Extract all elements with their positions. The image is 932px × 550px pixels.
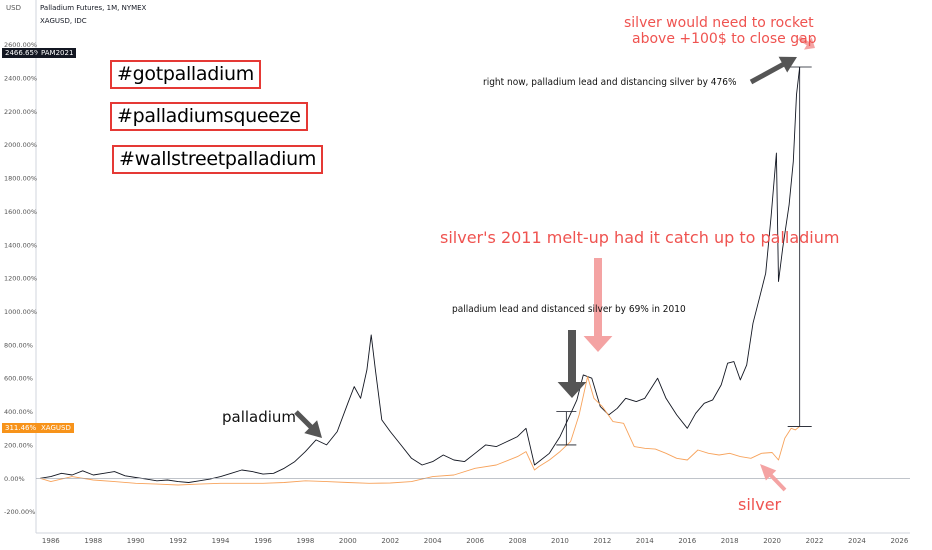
x-tick-label: 2010 <box>551 537 569 545</box>
silver-rocket-note-line1: silver would need to rocket <box>624 15 814 31</box>
overlay-layer <box>36 36 910 492</box>
x-tick-label: 2016 <box>678 537 696 545</box>
x-tick-label: 2006 <box>466 537 484 545</box>
y-axis: -200.00% 0.00% 200.00% 400.00% 600.00% 800.00… <box>4 0 37 533</box>
chart-subtitle: XAGUSD, IDC <box>40 17 87 25</box>
y-tick-label: 200.00% <box>4 441 33 449</box>
x-tick-label: 1994 <box>212 537 230 545</box>
x-tick-label: 2024 <box>848 537 866 545</box>
y-tick-label: 1200.00% <box>4 275 37 283</box>
x-tick-label: 1998 <box>296 537 314 545</box>
hashtag-gotpalladium: #gotpalladium <box>110 60 261 89</box>
y-tick-label: 800.00% <box>4 341 33 349</box>
x-axis: 1986 1988 1990 1992 1994 1996 1998 2000 2002 2004… <box>36 532 910 545</box>
right-now-note: right now, palladium lead and distancing… <box>483 77 737 88</box>
silver-value-badge: 311.46% <box>2 423 40 433</box>
arrow-2010-lead <box>557 330 587 398</box>
silver-series-label: silver <box>738 495 782 514</box>
x-tick-label: 1992 <box>169 537 187 545</box>
series-line-xagusd <box>40 376 800 486</box>
x-tick-label: 1988 <box>84 537 102 545</box>
palladium-series-label: palladium <box>222 408 297 426</box>
x-tick-label: 2004 <box>424 537 442 545</box>
x-tick-label: 1986 <box>42 537 60 545</box>
palladium-value-badge: 2466.65% <box>2 48 44 58</box>
series-line-pam2021 <box>40 66 801 483</box>
arrow-palladium-label <box>294 410 322 438</box>
x-tick-label: 1990 <box>127 537 145 545</box>
x-tick-label: 2012 <box>593 537 611 545</box>
silver-rocket-note-line2: above +100$ to close gap <box>632 31 817 47</box>
y-tick-label: -200.00% <box>4 508 35 516</box>
x-tick-label: 2000 <box>339 537 357 545</box>
y-tick-label: 0.00% <box>4 475 25 483</box>
y-tick-label: 2400.00% <box>4 75 37 83</box>
chart-title: Palladium Futures, 1M, NYMEX <box>40 4 147 12</box>
melt-up-note: silver's 2011 melt-up had it catch up to… <box>440 228 840 247</box>
x-tick-label: 2026 <box>890 537 908 545</box>
lead-2010-note: palladium lead and distanced silver by 6… <box>452 304 686 315</box>
y-tick-label: 1000.00% <box>4 308 37 316</box>
y-tick-label: 1800.00% <box>4 175 37 183</box>
y-tick-label: 1600.00% <box>4 208 37 216</box>
x-tick-label: 2014 <box>636 537 654 545</box>
arrow-melt-up <box>583 258 613 352</box>
palladium-symbol-badge: PAM2021 <box>38 48 77 58</box>
x-tick-label: 2008 <box>509 537 527 545</box>
y-tick-label: 1400.00% <box>4 241 37 249</box>
hashtag-palladiumsqueeze: #palladiumsqueeze <box>110 102 308 131</box>
x-tick-label: 2020 <box>763 537 781 545</box>
hashtag-wallstreetpalladium: #wallstreetpalladium <box>112 145 324 174</box>
x-tick-label: 1996 <box>254 537 272 545</box>
y-tick-label: 2000.00% <box>4 141 37 149</box>
silver-symbol-badge: XAGUSD <box>38 423 74 433</box>
arrow-silver-rocket <box>797 36 815 50</box>
axis-unit-label: USD <box>6 4 21 12</box>
series-layer <box>40 66 801 486</box>
arrow-silver-label <box>760 464 787 492</box>
y-tick-label: 600.00% <box>4 375 33 383</box>
y-tick-label: 2200.00% <box>4 108 37 116</box>
arrow-right-now <box>749 56 797 85</box>
x-tick-label: 2002 <box>381 537 399 545</box>
x-tick-label: 2018 <box>721 537 739 545</box>
y-tick-label: 2600.00% <box>4 41 37 49</box>
y-tick-label: 400.00% <box>4 408 33 416</box>
x-tick-label: 2022 <box>806 537 824 545</box>
